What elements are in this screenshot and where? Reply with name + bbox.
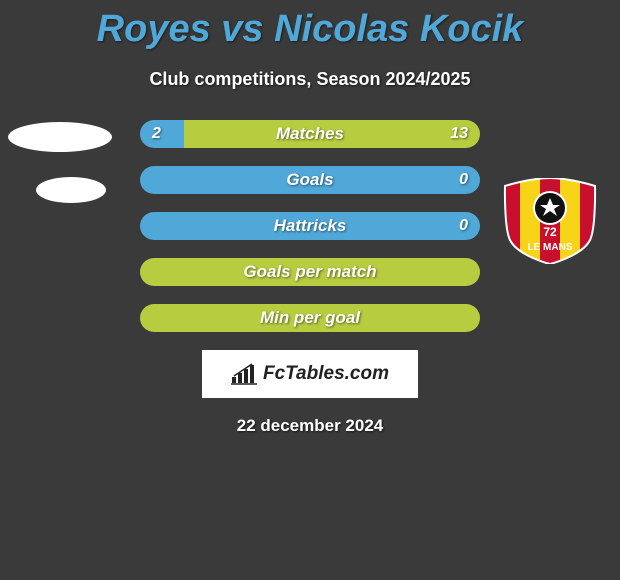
stat-value-right: 0 bbox=[459, 166, 468, 194]
stat-row: Goals per match bbox=[140, 258, 480, 286]
stat-value-right: 0 bbox=[459, 212, 468, 240]
player-left-avatar-placeholder bbox=[8, 122, 112, 152]
stat-label: Hattricks bbox=[140, 212, 480, 240]
date-text: 22 december 2024 bbox=[0, 416, 620, 436]
logo-text: FcTables.com bbox=[263, 363, 389, 385]
stat-row: Matches2 13 bbox=[140, 120, 480, 148]
stat-row: Min per goal bbox=[140, 304, 480, 332]
bar-chart-icon bbox=[231, 363, 257, 385]
crest-year: 72 bbox=[543, 225, 557, 239]
stat-label: Goals bbox=[140, 166, 480, 194]
stat-label: Min per goal bbox=[140, 304, 480, 332]
crest-name: LE MANS bbox=[528, 242, 573, 253]
subtitle: Club competitions, Season 2024/2025 bbox=[0, 69, 620, 90]
player-left-club-placeholder bbox=[36, 177, 106, 203]
stat-value-right: 13 bbox=[450, 120, 468, 148]
stat-label: Matches bbox=[140, 120, 480, 148]
stats-container: Matches213Goals0Hattricks0Goals per matc… bbox=[140, 120, 480, 332]
fctables-logo: FcTables.com bbox=[202, 350, 418, 398]
player-right-club-crest: 72 LE MANS bbox=[500, 178, 600, 264]
stat-value-left: 2 bbox=[152, 120, 161, 148]
page-title: Royes vs Nicolas Kocik bbox=[0, 0, 620, 51]
stat-row: Goals0 bbox=[140, 166, 480, 194]
stat-label: Goals per match bbox=[140, 258, 480, 286]
stat-row: Hattricks0 bbox=[140, 212, 480, 240]
